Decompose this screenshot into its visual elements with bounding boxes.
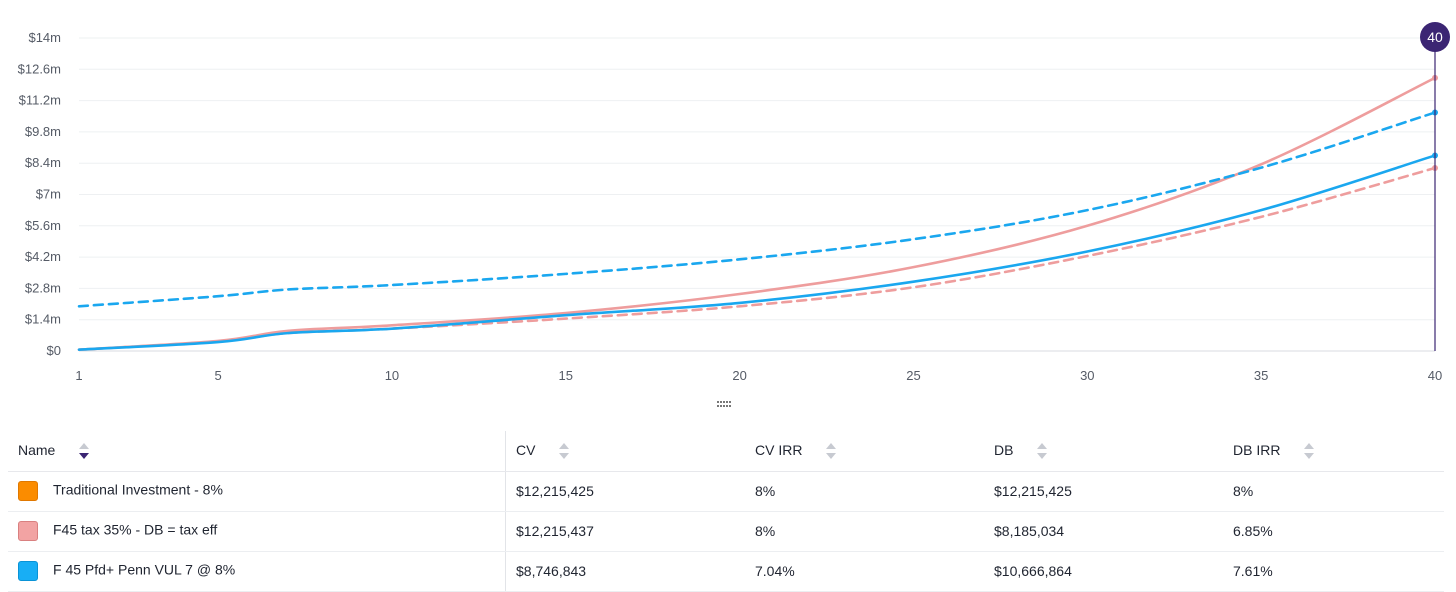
cell-db: $8,185,034 xyxy=(984,511,1223,552)
cell-cv: $12,215,437 xyxy=(505,511,745,552)
y-tick-label: $9.8m xyxy=(25,124,61,139)
x-tick-label: 10 xyxy=(385,368,399,383)
y-tick-label: $7m xyxy=(36,187,61,202)
x-tick-label: 30 xyxy=(1080,368,1094,383)
table-row[interactable]: Traditional Investment - 8% $12,215,425 … xyxy=(8,471,1444,512)
sort-icon[interactable] xyxy=(1304,442,1315,460)
cell-db: $12,215,425 xyxy=(984,471,1223,512)
sort-icon[interactable] xyxy=(559,442,570,460)
x-axis-ticks: 1 5 10 15 20 25 30 35 40 xyxy=(75,368,1442,383)
x-tick-label: 5 xyxy=(214,368,221,383)
cell-cv-irr: 7.04% xyxy=(745,551,984,592)
resize-handle[interactable] xyxy=(717,401,733,409)
y-tick-label: $4.2m xyxy=(25,249,61,264)
cell-cv-irr: 8% xyxy=(745,511,984,552)
column-header-cv[interactable]: CV xyxy=(505,431,745,472)
x-tick-label: 40 xyxy=(1428,368,1442,383)
y-tick-label: $12.6m xyxy=(18,61,61,76)
chart-series xyxy=(77,74,1438,351)
series-color-swatch[interactable] xyxy=(18,521,38,541)
x-tick-label: 35 xyxy=(1254,368,1268,383)
column-header-cv-irr[interactable]: CV IRR xyxy=(745,431,984,472)
row-name: F45 tax 35% - DB = tax eff xyxy=(53,521,218,538)
y-tick-label: $2.8m xyxy=(25,280,61,295)
x-tick-label: 20 xyxy=(732,368,746,383)
cell-cv: $12,215,425 xyxy=(505,471,745,512)
series-line xyxy=(77,76,1437,351)
line-chart: $0 $1.4m $2.8m $4.2m $5.6m $7m $8.4m $9.8m $11.2… xyxy=(18,22,1450,383)
table-header-row: Name CV CV IRR DB DB IRR xyxy=(8,431,1444,472)
x-tick-label: 15 xyxy=(559,368,573,383)
row-name: F 45 Pfd+ Penn VUL 7 @ 8% xyxy=(53,561,236,578)
y-tick-label: $5.6m xyxy=(25,218,61,233)
sort-icon[interactable] xyxy=(826,442,837,460)
series-line xyxy=(77,111,1437,308)
y-tick-label: $1.4m xyxy=(25,312,61,327)
row-name: Traditional Investment - 8% xyxy=(53,481,223,498)
cell-db-irr: 7.61% xyxy=(1223,551,1444,592)
marker-label: 40 xyxy=(1427,29,1443,45)
y-tick-label: $8.4m xyxy=(25,155,61,170)
series-line xyxy=(77,154,1437,351)
column-header-db[interactable]: DB xyxy=(984,431,1223,472)
cell-db-irr: 8% xyxy=(1223,471,1444,512)
table-row[interactable]: F45 tax 35% - DB = tax eff $12,215,437 8… xyxy=(8,511,1444,552)
y-tick-label: $14m xyxy=(28,30,61,45)
table-row[interactable]: F 45 Pfd+ Penn VUL 7 @ 8% $8,746,843 7.0… xyxy=(8,551,1444,592)
cell-cv-irr: 8% xyxy=(745,471,984,512)
cell-db: $10,666,864 xyxy=(984,551,1223,592)
cell-cv: $8,746,843 xyxy=(505,551,745,592)
y-axis-ticks: $0 $1.4m $2.8m $4.2m $5.6m $7m $8.4m $9.8m $11.2… xyxy=(18,30,61,358)
y-tick-label: $11.2m xyxy=(19,93,61,108)
x-tick-label: 25 xyxy=(906,368,920,383)
marker-badge xyxy=(1420,22,1450,52)
results-table: Name CV CV IRR DB DB IRR Trad xyxy=(8,431,1444,592)
column-header-name[interactable]: Name xyxy=(8,431,506,472)
column-header-db-irr[interactable]: DB IRR xyxy=(1223,431,1444,472)
series-color-swatch[interactable] xyxy=(18,481,38,501)
cell-db-irr: 6.85% xyxy=(1223,511,1444,552)
y-tick-label: $0 xyxy=(47,343,61,358)
x-tick-label: 1 xyxy=(75,368,82,383)
x-marker: 40 xyxy=(1420,22,1450,351)
sort-icon[interactable] xyxy=(79,442,90,460)
sort-icon[interactable] xyxy=(1037,442,1048,460)
series-color-swatch[interactable] xyxy=(18,561,38,581)
